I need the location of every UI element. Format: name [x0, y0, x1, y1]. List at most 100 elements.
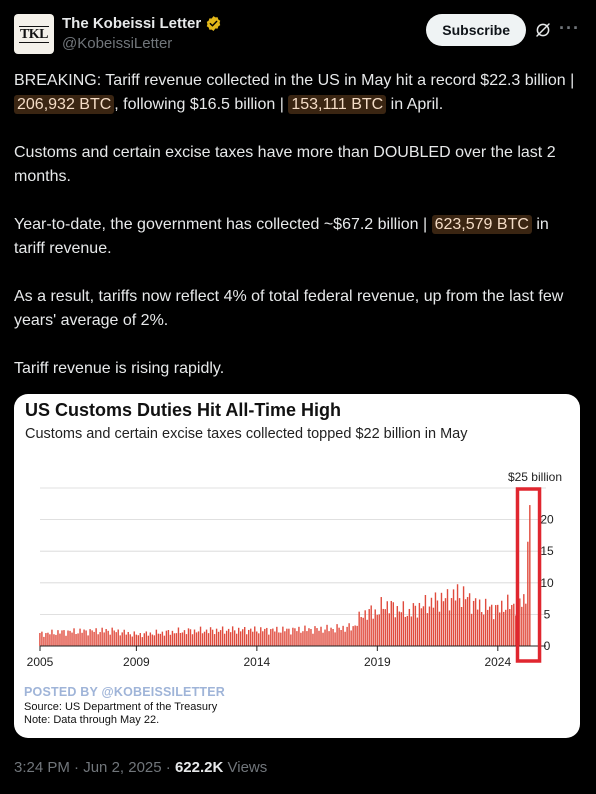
tweet-paragraph-2: Customs and certain excise taxes have mo…	[14, 144, 556, 185]
bar	[314, 626, 316, 646]
bar	[115, 632, 117, 646]
bar	[296, 631, 298, 646]
bar	[302, 631, 304, 646]
bar	[424, 594, 427, 646]
bar	[171, 630, 174, 646]
bar	[398, 611, 401, 646]
bar	[107, 630, 109, 646]
tweet-text-segment: BREAKING: Tariff revenue collected in th…	[14, 72, 575, 89]
bar	[39, 632, 41, 646]
bar	[316, 628, 318, 646]
bar	[77, 633, 79, 646]
bar	[432, 607, 435, 646]
bar	[286, 628, 288, 646]
bar	[193, 629, 196, 646]
bar	[454, 600, 457, 646]
tweet-date[interactable]: Jun 2, 2025	[83, 759, 162, 776]
bar	[330, 627, 332, 646]
bar	[147, 635, 150, 646]
bar	[83, 629, 85, 646]
author-handle[interactable]: @KobeissiLetter	[62, 35, 173, 52]
bar	[304, 625, 306, 646]
bar	[318, 630, 320, 646]
avatar[interactable]: TKL	[14, 14, 54, 54]
bar	[217, 631, 220, 646]
bar	[364, 610, 366, 646]
bar	[67, 630, 69, 646]
tweet-paragraph-3: Year-to-date, the government has collect…	[14, 213, 582, 261]
bar	[442, 601, 445, 646]
bar	[65, 635, 67, 646]
y-axis-unit-label: $25 billion	[508, 470, 562, 484]
bar	[418, 602, 421, 646]
bar	[298, 626, 300, 646]
views-count[interactable]: 622.2K	[174, 759, 224, 776]
bar	[448, 610, 451, 646]
bar	[45, 633, 47, 646]
bar	[480, 612, 483, 646]
bar	[426, 613, 429, 646]
bar	[53, 634, 55, 646]
bar	[474, 598, 477, 646]
bar	[49, 634, 51, 646]
tweet-media-image[interactable]: US Customs Duties Hit All-Time High Cust…	[14, 394, 580, 738]
bar	[408, 608, 411, 646]
bar	[105, 629, 107, 646]
bar	[143, 633, 146, 646]
bar	[231, 626, 234, 646]
bar	[486, 609, 489, 646]
bar	[262, 631, 264, 646]
author-display-name[interactable]: The Kobeissi Letter	[62, 15, 202, 32]
bar	[165, 630, 168, 646]
x-tick-label: 2024	[484, 655, 511, 669]
bar	[207, 633, 210, 646]
bar	[135, 634, 137, 646]
bar	[278, 632, 280, 646]
bar	[195, 632, 198, 646]
tweet-text-segment: Year-to-date, the government has collect…	[14, 216, 432, 233]
bar	[256, 631, 258, 646]
y-tick-label: 20	[540, 513, 554, 527]
bar	[274, 631, 276, 646]
bar	[235, 633, 238, 646]
bar	[484, 598, 487, 646]
bar	[95, 628, 97, 646]
subscribe-button[interactable]: Subscribe	[426, 14, 526, 46]
bar	[252, 631, 254, 646]
bar	[511, 604, 513, 646]
bar	[414, 605, 417, 646]
bar	[346, 626, 348, 646]
highlight-box	[515, 487, 542, 663]
bar	[352, 626, 354, 646]
bar	[73, 628, 75, 646]
bar	[396, 606, 399, 646]
bar	[250, 628, 252, 646]
bar	[201, 633, 204, 646]
bar	[239, 631, 242, 646]
tweet-footer: 3:24 PM · Jun 2, 2025 · 622.2K Views	[14, 759, 267, 776]
more-options-icon[interactable]: ···	[559, 18, 580, 38]
bar	[350, 630, 352, 646]
bar	[478, 599, 481, 646]
bar	[264, 628, 266, 646]
bar	[209, 627, 212, 646]
bar	[139, 633, 141, 646]
bar	[215, 628, 218, 646]
bar	[446, 589, 449, 646]
bar	[179, 632, 182, 646]
y-tick-label: 5	[544, 607, 551, 621]
tweet-time[interactable]: 3:24 PM	[14, 759, 70, 776]
bar	[141, 637, 144, 646]
bar	[266, 627, 268, 646]
bar	[382, 608, 384, 646]
bar	[505, 609, 507, 646]
bar	[460, 606, 463, 646]
bar	[173, 633, 176, 646]
bar	[412, 603, 415, 646]
footer-separator: ·	[161, 759, 175, 776]
grok-icon[interactable]	[534, 21, 552, 39]
chart-title: US Customs Duties Hit All-Time High	[25, 400, 342, 420]
bar	[123, 629, 125, 646]
bar	[55, 634, 57, 646]
x-tick-label: 2014	[244, 655, 271, 669]
